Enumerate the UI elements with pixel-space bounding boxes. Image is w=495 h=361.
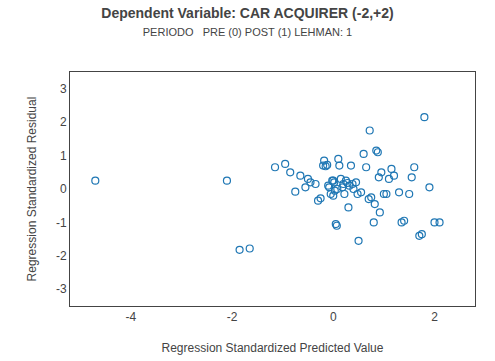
svg-text:-1: -1 xyxy=(56,216,67,230)
svg-text:0: 0 xyxy=(330,310,337,324)
svg-text:-2: -2 xyxy=(56,249,67,263)
svg-text:2: 2 xyxy=(60,115,67,129)
svg-text:1: 1 xyxy=(60,149,67,163)
svg-text:-3: -3 xyxy=(56,282,67,296)
svg-text:3: 3 xyxy=(60,82,67,96)
svg-text:0: 0 xyxy=(60,182,67,196)
svg-text:-4: -4 xyxy=(125,310,136,324)
svg-text:-2: -2 xyxy=(227,310,238,324)
svg-text:Regression Standardized Predic: Regression Standardized Predicted Value xyxy=(162,341,384,355)
svg-text:Dependent Variable: CAR ACQUIR: Dependent Variable: CAR ACQUIRER (-2,+2)… xyxy=(101,5,393,38)
svg-text:Regression Standardized Residu: Regression Standardized Residual xyxy=(25,97,39,282)
svg-text:2: 2 xyxy=(431,310,438,324)
